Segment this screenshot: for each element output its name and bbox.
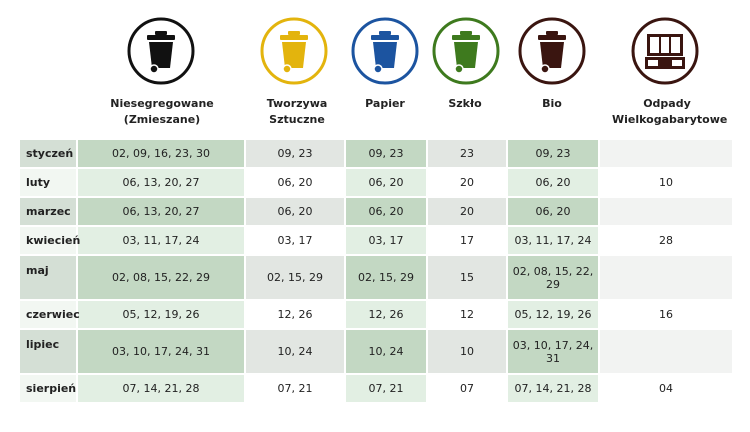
paper-cell: 06, 20 xyxy=(346,169,428,196)
trash-bin-glass-icon xyxy=(431,16,501,86)
header-mixed: Niesegregowane (Zmieszane) xyxy=(110,97,214,126)
trash-bin-mixed-icon xyxy=(126,16,196,86)
glass-cell: 20 xyxy=(428,198,508,225)
bio-cell: 06, 20 xyxy=(508,169,600,196)
bio-cell: 09, 23 xyxy=(508,140,600,167)
header-bulky: Odpady Wielkogabarytowe xyxy=(612,97,728,126)
furniture-icon xyxy=(630,16,700,86)
paper-cell: 12, 26 xyxy=(346,301,428,328)
table-row: sierpień 07, 14, 21, 28 07, 21 07, 21 07… xyxy=(20,375,732,402)
header-paper: Papier xyxy=(365,97,405,110)
bio-cell: 02, 08, 15, 22, 29 xyxy=(508,256,600,299)
header-plastic: Tworzywa Sztuczne xyxy=(266,97,328,126)
glass-cell: 15 xyxy=(428,256,508,299)
bulky-cell xyxy=(600,330,732,373)
mixed-cell: 07, 14, 21, 28 xyxy=(78,375,246,402)
paper-cell: 09, 23 xyxy=(346,140,428,167)
mixed-cell: 05, 12, 19, 26 xyxy=(78,301,246,328)
mixed-cell: 02, 08, 15, 22, 29 xyxy=(78,256,246,299)
plastic-cell: 07, 21 xyxy=(246,375,346,402)
paper-cell: 02, 15, 29 xyxy=(346,256,428,299)
month-cell: czerwiec xyxy=(20,301,80,328)
table-row: czerwiec 05, 12, 19, 26 12, 26 12, 26 12… xyxy=(20,301,732,328)
mixed-cell: 02, 09, 16, 23, 30 xyxy=(78,140,246,167)
paper-cell: 03, 17 xyxy=(346,227,428,254)
table-row: maj 02, 08, 15, 22, 29 02, 15, 29 02, 15… xyxy=(20,256,732,299)
bio-cell: 03, 10, 17, 24, 31 xyxy=(508,330,600,373)
bulky-cell xyxy=(600,256,732,299)
mixed-cell: 06, 13, 20, 27 xyxy=(78,169,246,196)
header-glass: Szkło xyxy=(448,97,482,110)
month-cell: styczeń xyxy=(20,140,78,167)
plastic-cell: 10, 24 xyxy=(246,330,346,373)
bio-cell: 06, 20 xyxy=(508,198,600,225)
paper-cell: 06, 20 xyxy=(346,198,428,225)
mixed-cell: 03, 10, 17, 24, 31 xyxy=(78,330,246,373)
bin-icons-row xyxy=(0,0,750,100)
glass-cell: 07 xyxy=(428,375,508,402)
mixed-cell: 03, 11, 17, 24 xyxy=(78,227,246,254)
mixed-cell: 06, 13, 20, 27 xyxy=(78,198,246,225)
month-cell: sierpień xyxy=(20,375,78,402)
bulky-cell: 10 xyxy=(600,169,732,196)
column-headers: Niesegregowane (Zmieszane) Tworzywa Sztu… xyxy=(0,96,750,136)
plastic-cell: 09, 23 xyxy=(246,140,346,167)
trash-bin-plastic-icon xyxy=(259,16,329,86)
month-cell: marzec xyxy=(20,198,78,225)
table-row: lipiec 03, 10, 17, 24, 31 10, 24 10, 24 … xyxy=(20,330,732,373)
trash-bin-paper-icon xyxy=(350,16,420,86)
glass-cell: 20 xyxy=(428,169,508,196)
plastic-cell: 06, 20 xyxy=(246,169,346,196)
bulky-cell: 16 xyxy=(600,301,732,328)
bulky-cell xyxy=(600,140,732,167)
bio-cell: 07, 14, 21, 28 xyxy=(508,375,600,402)
bulky-cell: 28 xyxy=(600,227,732,254)
plastic-cell: 03, 17 xyxy=(246,227,346,254)
collection-schedule-table: styczeń 02, 09, 16, 23, 30 09, 23 09, 23… xyxy=(20,138,732,404)
month-cell: luty xyxy=(20,169,78,196)
glass-cell: 17 xyxy=(428,227,508,254)
month-cell: kwiecień xyxy=(20,227,80,254)
table-row: luty 06, 13, 20, 27 06, 20 06, 20 20 06,… xyxy=(20,169,732,196)
glass-cell: 23 xyxy=(428,140,508,167)
bulky-cell: 04 xyxy=(600,375,732,402)
bulky-cell xyxy=(600,198,732,225)
plastic-cell: 02, 15, 29 xyxy=(246,256,346,299)
paper-cell: 10, 24 xyxy=(346,330,428,373)
header-bio: Bio xyxy=(542,97,562,110)
bio-cell: 05, 12, 19, 26 xyxy=(508,301,600,328)
glass-cell: 10 xyxy=(428,330,508,373)
table-row: kwiecień 03, 11, 17, 24 03, 17 03, 17 17… xyxy=(20,227,732,254)
table-row: styczeń 02, 09, 16, 23, 30 09, 23 09, 23… xyxy=(20,140,732,167)
bio-cell: 03, 11, 17, 24 xyxy=(508,227,600,254)
month-cell: maj xyxy=(20,256,78,299)
plastic-cell: 12, 26 xyxy=(246,301,346,328)
glass-cell: 12 xyxy=(428,301,508,328)
trash-bin-bio-icon xyxy=(517,16,587,86)
plastic-cell: 06, 20 xyxy=(246,198,346,225)
paper-cell: 07, 21 xyxy=(346,375,428,402)
table-row: marzec 06, 13, 20, 27 06, 20 06, 20 20 0… xyxy=(20,198,732,225)
month-cell: lipiec xyxy=(20,330,78,373)
